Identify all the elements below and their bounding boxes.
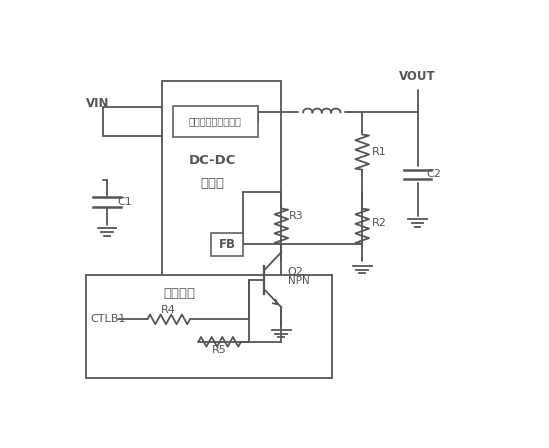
Text: FB: FB: [219, 238, 236, 251]
Text: VIN: VIN: [86, 97, 109, 110]
Text: DC-DC: DC-DC: [188, 154, 236, 167]
Text: NPN: NPN: [288, 276, 310, 286]
Text: C2: C2: [427, 169, 442, 180]
Text: C1: C1: [117, 197, 132, 207]
Text: R5: R5: [212, 345, 227, 355]
Text: Q2: Q2: [288, 267, 304, 277]
Text: R2: R2: [372, 218, 386, 228]
Text: R1: R1: [372, 147, 386, 157]
Text: 数控单元: 数控单元: [164, 287, 195, 300]
Text: VOUT: VOUT: [399, 70, 436, 83]
Bar: [173, 105, 258, 137]
Bar: [86, 275, 332, 378]
Text: R3: R3: [289, 211, 304, 221]
Text: R4: R4: [161, 305, 176, 315]
Bar: [163, 82, 282, 278]
Text: 控制器: 控制器: [200, 177, 224, 190]
Text: 内部驱动或外部驱动: 内部驱动或外部驱动: [189, 116, 242, 126]
Text: CTLB1: CTLB1: [90, 314, 125, 324]
Bar: [211, 233, 243, 255]
